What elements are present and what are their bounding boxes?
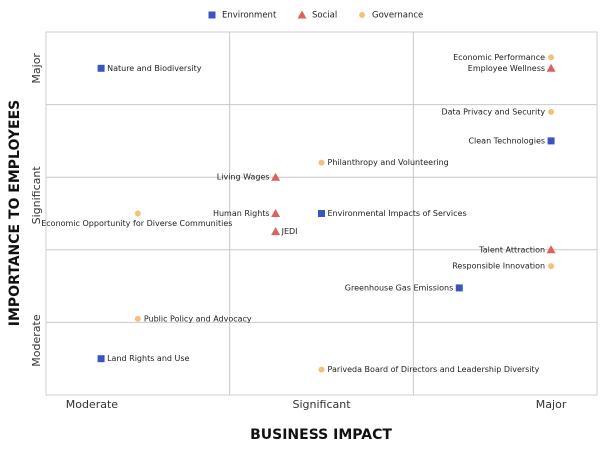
point-label: Greenhouse Gas Emissions <box>345 283 453 292</box>
marker <box>548 54 555 61</box>
y-tick-label: Major <box>30 53 43 84</box>
legend-marker <box>208 11 216 19</box>
marker <box>271 172 281 181</box>
point-label: Economic Performance <box>453 53 545 62</box>
marker <box>546 63 556 72</box>
point-label: Nature and Biodiversity <box>107 64 202 73</box>
marker <box>546 245 556 254</box>
legend-label: Social <box>312 11 337 21</box>
y-tick-label: Significant <box>30 166 43 225</box>
point-label: Data Privacy and Security <box>441 107 545 116</box>
marker <box>455 284 463 292</box>
y-axis-title: IMPORTANCE TO EMPLOYEES <box>7 100 23 326</box>
point-label: Pariveda Board of Directors and Leadersh… <box>328 365 540 374</box>
marker <box>271 209 281 217</box>
legend-marker <box>297 10 307 19</box>
x-tick-label: Major <box>536 398 567 411</box>
point-label: Environmental Impacts of Services <box>328 209 467 218</box>
marker <box>97 64 105 72</box>
point-label: Clean Technologies <box>468 136 545 145</box>
legend-marker <box>359 12 365 18</box>
point-label: Economic Opportunity for Diverse Communi… <box>41 219 232 228</box>
x-tick-label: Moderate <box>66 398 119 411</box>
point-label: JEDI <box>281 227 298 236</box>
point-label: Responsible Innovation <box>452 262 545 271</box>
marker <box>97 355 105 363</box>
point-label: Human Rights <box>213 209 270 218</box>
legend-label: Environment <box>222 11 277 21</box>
marker <box>318 159 325 166</box>
marker <box>547 137 555 145</box>
x-tick-label: Significant <box>292 398 351 411</box>
point-label: Public Policy and Advocacy <box>144 314 252 323</box>
marker <box>318 366 325 373</box>
marker <box>134 210 141 217</box>
legend-label: Governance <box>372 11 423 21</box>
point-label: Living Wages <box>217 173 270 182</box>
point-label: Employee Wellness <box>468 64 545 73</box>
marker <box>318 210 325 217</box>
point-label: Land Rights and Use <box>107 354 189 363</box>
marker <box>548 263 555 270</box>
point-label: Talent Attraction <box>478 245 545 254</box>
x-axis-title: BUSINESS IMPACT <box>250 427 392 443</box>
marker <box>548 108 555 115</box>
marker <box>271 227 281 236</box>
point-label: Philanthropy and Volunteering <box>328 158 449 167</box>
marker <box>134 315 141 322</box>
y-tick-label: Moderate <box>30 314 43 367</box>
